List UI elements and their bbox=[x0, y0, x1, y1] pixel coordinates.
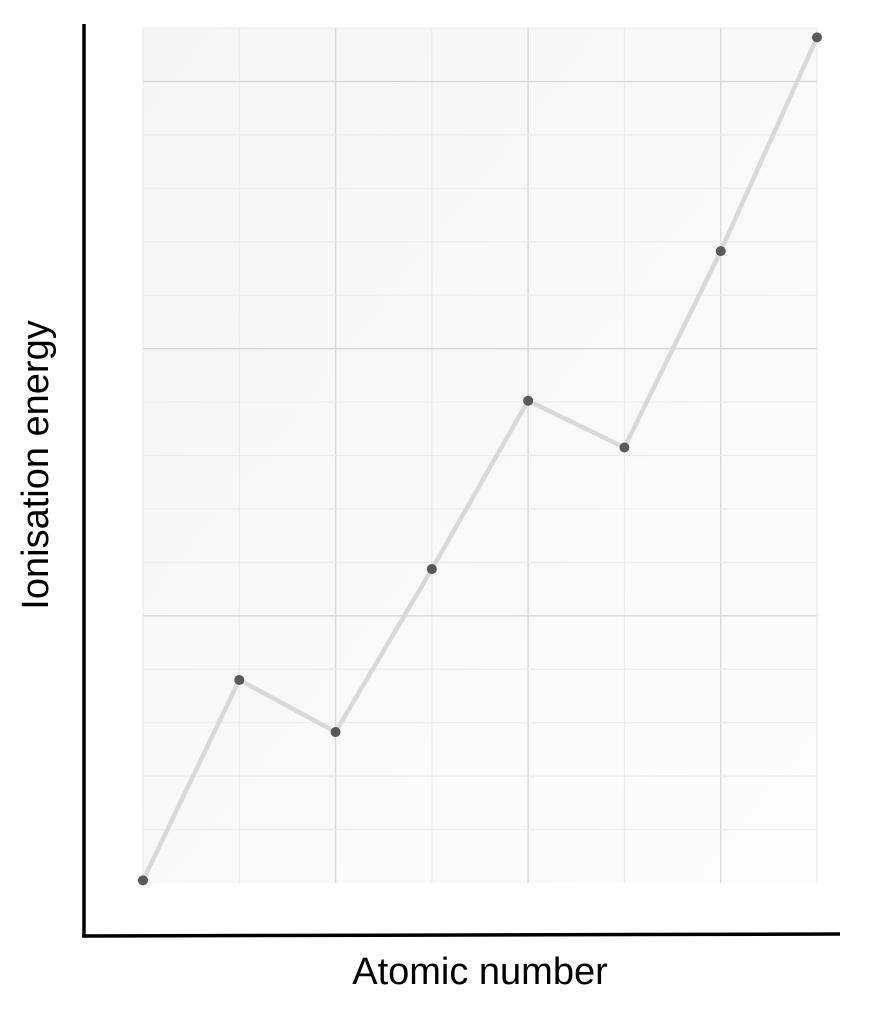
data-point bbox=[330, 727, 341, 738]
x-axis-line bbox=[81, 932, 841, 938]
y-axis-title: Ionisation energy bbox=[15, 320, 57, 609]
x-axis-title: Atomic number bbox=[352, 951, 608, 993]
gridlines bbox=[142, 27, 818, 883]
data-points bbox=[138, 32, 822, 886]
data-point bbox=[426, 564, 437, 575]
data-point bbox=[523, 395, 534, 406]
data-point bbox=[812, 32, 822, 43]
series-line bbox=[140, 35, 820, 883]
data-point bbox=[138, 875, 148, 886]
data-point bbox=[715, 246, 726, 257]
data-point bbox=[234, 674, 245, 685]
data-point bbox=[619, 442, 630, 453]
